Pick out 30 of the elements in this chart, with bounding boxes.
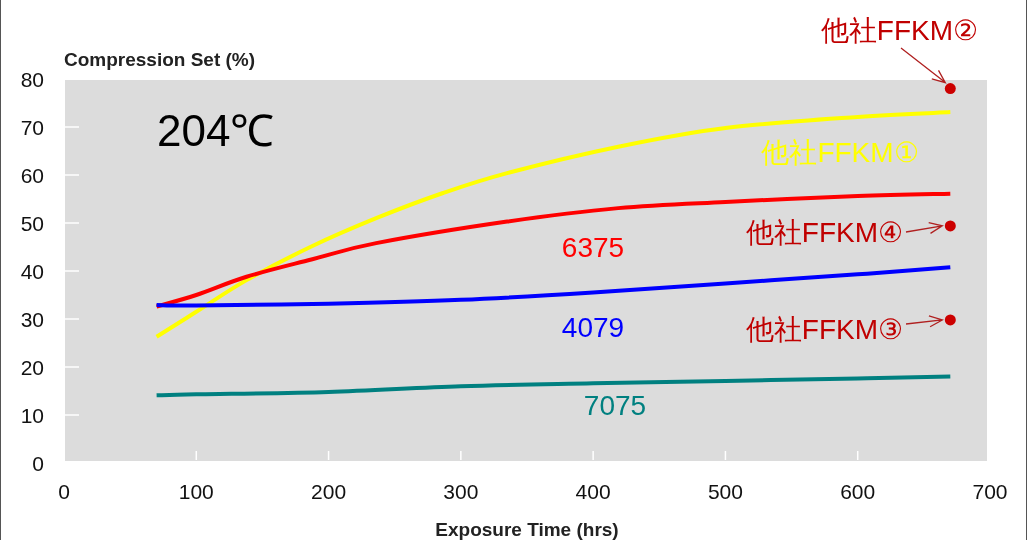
y-tick-label: 10 <box>20 404 44 427</box>
y-axis-title: Compression Set (%) <box>64 49 256 70</box>
y-tick-label: 70 <box>20 116 44 139</box>
series-label: 他社FFKM① <box>761 137 919 168</box>
y-tick-label: 30 <box>20 308 44 331</box>
series-label: 他社FFKM② <box>820 15 978 46</box>
y-tick-label: 80 <box>20 68 44 91</box>
series-label: 他社FFKM④ <box>745 217 903 248</box>
y-tick-label: 50 <box>20 212 44 235</box>
y-tick-label: 0 <box>32 452 44 475</box>
x-axis-title: Exposure Time (hrs) <box>435 519 619 540</box>
x-tick-label: 400 <box>575 480 611 503</box>
line-series <box>154 265 953 308</box>
y-tick-label: 60 <box>20 164 44 187</box>
x-tick-label: 300 <box>443 480 479 503</box>
series-label: 7075 <box>583 390 647 421</box>
line-series <box>154 191 953 309</box>
y-tick-label: 20 <box>20 356 44 379</box>
x-tick-label: 700 <box>972 480 1008 503</box>
x-tick-label: 600 <box>840 480 876 503</box>
series-label: 6375 <box>561 232 625 263</box>
x-tick-label: 0 <box>58 480 70 503</box>
annotation: 204℃ <box>157 106 275 155</box>
x-tick-label: 500 <box>707 480 743 503</box>
y-tick-label: 40 <box>20 260 44 283</box>
series-label: 4079 <box>561 312 625 343</box>
line-series <box>154 374 953 398</box>
series-label: 他社FFKM③ <box>745 314 903 345</box>
x-tick-label: 200 <box>311 480 347 503</box>
x-tick-label: 100 <box>178 480 214 503</box>
